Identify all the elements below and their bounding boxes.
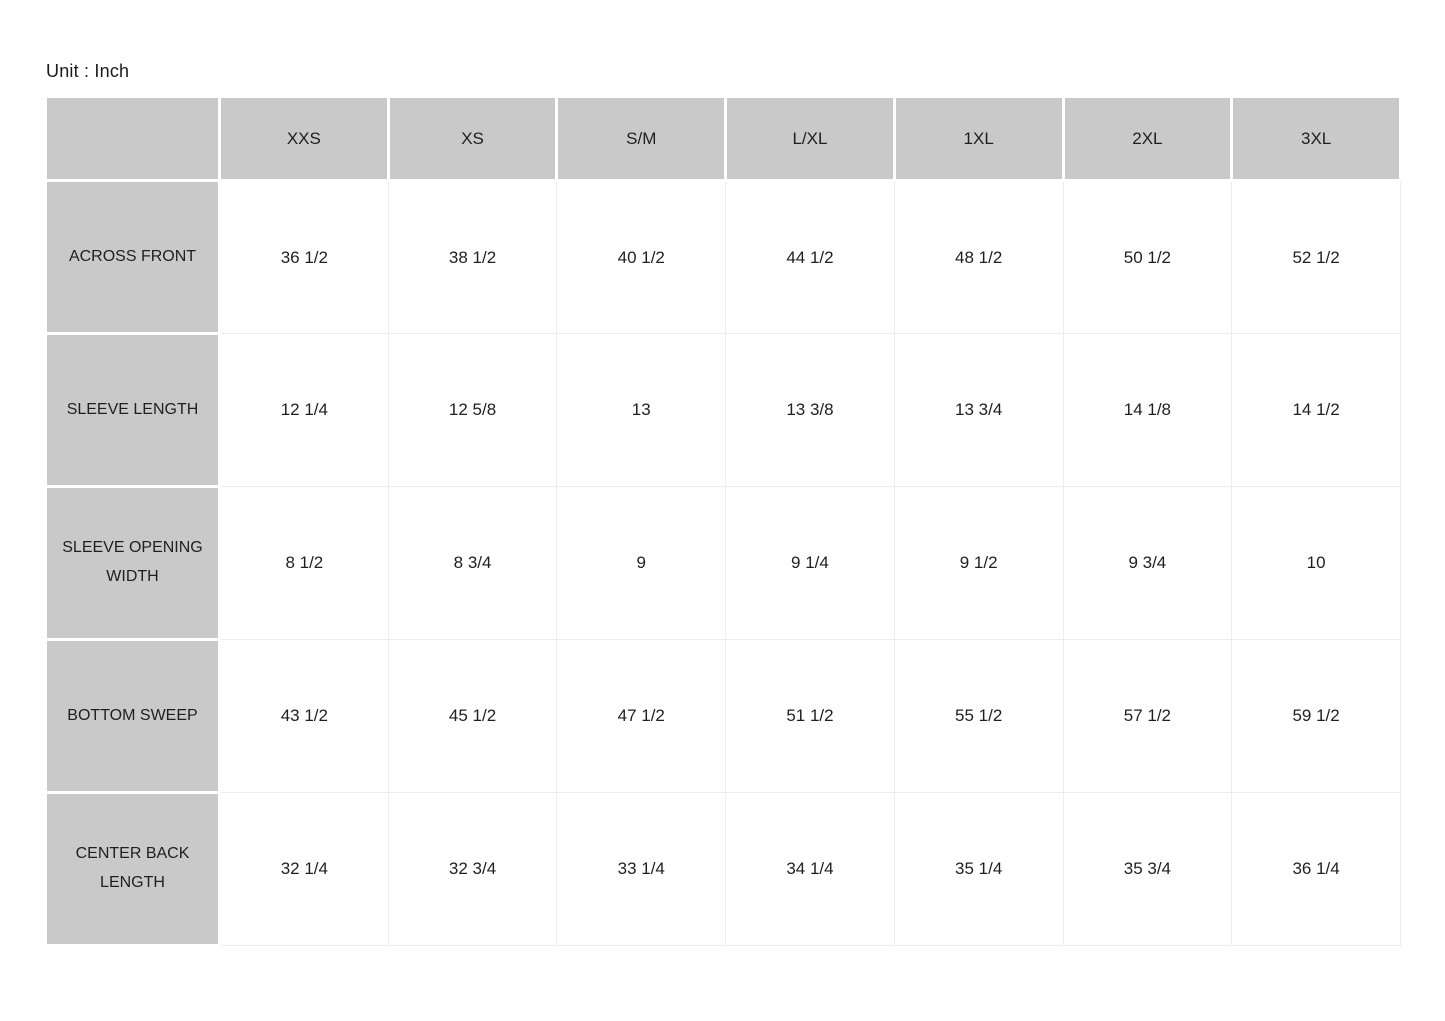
size-value-cell: 36 1/2: [219, 180, 389, 334]
size-value-cell: 48 1/2: [893, 180, 1064, 334]
size-value-cell: 9 1/4: [725, 486, 895, 640]
size-value-cell: 59 1/2: [1231, 639, 1401, 793]
size-value-cell: 43 1/2: [219, 639, 389, 793]
row-label: ACROSS FRONT: [44, 179, 221, 335]
size-value-cell: 34 1/4: [725, 792, 895, 946]
size-value-cell: 32 1/4: [219, 792, 389, 946]
column-header-1xl: 1XL: [892, 95, 1065, 182]
size-value-cell: 36 1/4: [1231, 792, 1401, 946]
size-value-cell: 32 3/4: [387, 792, 558, 946]
size-value-cell: 9 1/2: [893, 486, 1064, 640]
size-value-cell: 50 1/2: [1062, 180, 1233, 334]
size-value-cell: 9: [556, 486, 727, 640]
column-header-3xl: 3XL: [1230, 95, 1402, 182]
size-value-cell: 8 1/2: [219, 486, 389, 640]
size-value-cell: 9 3/4: [1062, 486, 1233, 640]
size-value-cell: 12 5/8: [387, 333, 558, 487]
size-value-cell: 52 1/2: [1231, 180, 1401, 334]
size-value-cell: 40 1/2: [556, 180, 727, 334]
size-value-cell: 13 3/4: [893, 333, 1064, 487]
row-label: CENTER BACK LENGTH: [44, 791, 221, 947]
table-row: SLEEVE OPENING WIDTH 8 1/2 8 3/4 9 9 1/4 9 1/…: [44, 485, 1401, 641]
unit-label: Unit : Inch: [46, 61, 130, 81]
size-value-cell: 35 1/4: [893, 792, 1064, 946]
row-label: BOTTOM SWEEP: [44, 638, 221, 794]
table-row: SLEEVE LENGTH 12 1/4 12 5/8 13 13 3/8 13 3/4 1…: [44, 332, 1401, 488]
column-header-l-xl: L/XL: [724, 95, 896, 182]
row-label: SLEEVE LENGTH: [44, 332, 221, 488]
table-row: ACROSS FRONT 36 1/2 38 1/2 40 1/2 44 1/2 48 1…: [44, 179, 1401, 335]
column-header-2xl: 2XL: [1061, 95, 1234, 182]
size-value-cell: 8 3/4: [387, 486, 558, 640]
size-value-cell: 57 1/2: [1062, 639, 1233, 793]
size-value-cell: 14 1/8: [1062, 333, 1233, 487]
size-value-cell: 13 3/8: [725, 333, 895, 487]
size-value-cell: 10: [1231, 486, 1401, 640]
size-value-cell: 14 1/2: [1231, 333, 1401, 487]
size-value-cell: 51 1/2: [725, 639, 895, 793]
size-value-cell: 55 1/2: [893, 639, 1064, 793]
table-row: CENTER BACK LENGTH 32 1/4 32 3/4 33 1/4 34 1…: [44, 791, 1401, 947]
size-table-header: XXS XS S/M L/XL 1XL 2XL 3XL: [44, 95, 1402, 182]
size-chart-table: XXS XS S/M L/XL 1XL 2XL 3XL ACROSS FRONT 36 1/2…: [44, 95, 1402, 947]
size-value-cell: 12 1/4: [219, 333, 389, 487]
size-value-cell: 33 1/4: [556, 792, 727, 946]
size-value-cell: 13: [556, 333, 727, 487]
corner-cell: [44, 95, 221, 182]
column-header-xxs: XXS: [218, 95, 390, 182]
size-value-cell: 44 1/2: [725, 180, 895, 334]
header-row: XXS XS S/M L/XL 1XL 2XL 3XL: [44, 95, 1402, 182]
size-value-cell: 45 1/2: [387, 639, 558, 793]
size-value-cell: 47 1/2: [556, 639, 727, 793]
row-label: SLEEVE OPENING WIDTH: [44, 485, 221, 641]
size-value-cell: 38 1/2: [387, 180, 558, 334]
column-header-xs: XS: [386, 95, 559, 182]
column-header-s-m: S/M: [555, 95, 728, 182]
size-value-cell: 35 3/4: [1062, 792, 1233, 946]
table-row: BOTTOM SWEEP 43 1/2 45 1/2 47 1/2 51 1/2 55 1…: [44, 638, 1401, 794]
